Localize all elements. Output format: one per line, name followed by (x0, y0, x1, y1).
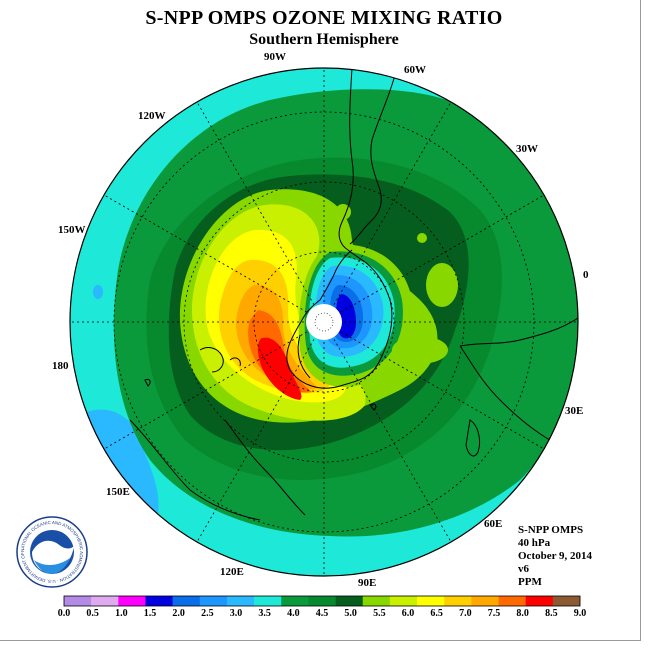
colorbar-tick-label: 0.0 (57, 608, 71, 619)
lon-label-90e: 90E (358, 577, 377, 589)
pole-ring (314, 312, 334, 332)
colorbar-swatch (172, 596, 201, 606)
pole-no-data (306, 304, 342, 340)
colorbar-swatch (254, 596, 282, 606)
lon-label-30e: 30E (565, 405, 584, 417)
colorbar-tick-label: 2.5 (201, 608, 214, 619)
colorbar-tick-label: 3.5 (258, 608, 271, 619)
colorbar-swatch (199, 596, 228, 606)
colorbar-tick-label: 9.0 (573, 608, 587, 619)
colorbar-tick-label: 6.5 (430, 608, 443, 619)
colorbar-swatch (308, 596, 336, 606)
noaa-logo: NOAA NATIONAL OCEANIC AND ATMOSPHERIC AD… (16, 516, 88, 588)
lime-blob-small (417, 233, 427, 243)
lon-label-180: 180 (52, 360, 69, 372)
colorbar-tick-label: 7.0 (459, 608, 472, 619)
info-block: S-NPP OMPS 40 hPa October 9, 2014 v6 PPM (518, 524, 592, 589)
colorbar-swatch (145, 596, 173, 606)
info-units: PPM (518, 576, 542, 588)
colorbar-swatch (525, 596, 554, 606)
colorbar-tick-label: 8.5 (545, 608, 558, 619)
colorbar-tick-label: 3.0 (229, 608, 243, 619)
colorbar-swatch (118, 596, 146, 606)
colorbar-swatch (498, 596, 526, 606)
lon-label-60e: 60E (484, 518, 503, 530)
info-date: October 9, 2014 (518, 550, 593, 562)
ozone-field (70, 68, 578, 576)
colorbar-swatch (335, 596, 364, 606)
colorbar-tick-label: 8.0 (516, 608, 529, 619)
map-title: S-NPP OMPS OZONE MIXING RATIO (145, 7, 503, 29)
map-border (69, 67, 579, 577)
colorbar-swatch (471, 596, 499, 606)
lime-blob-southeast (392, 336, 448, 364)
colorbar-tick-label: 4.5 (315, 608, 329, 619)
lon-label-120w: 120W (138, 110, 166, 122)
colorbar-swatch (64, 596, 92, 606)
band-8-5 (257, 337, 302, 400)
colorbar-swatch (444, 596, 472, 606)
figure-frame (0, 0, 641, 641)
colorbar-tick-label: 6.0 (401, 608, 415, 619)
colorbar-outline (63, 595, 581, 607)
logo-text: NOAA (37, 548, 66, 559)
colorbar-swatch (226, 596, 255, 606)
lon-label-90w: 90W (264, 51, 286, 63)
colorbar-swatch (389, 596, 418, 606)
colorbar-tick-label: 2.0 (172, 608, 185, 619)
colorbar-tick-label: 1.0 (115, 608, 128, 619)
colorbar-swatch (362, 596, 391, 606)
colorbar-tick-label: 1.5 (143, 608, 157, 619)
lon-label-150w: 150W (58, 224, 86, 236)
info-instrument: S-NPP OMPS (518, 524, 584, 536)
map-subtitle: Southern Hemisphere (249, 31, 399, 48)
info-version: v6 (518, 563, 529, 575)
blue-blob-west (93, 285, 103, 299)
info-level: 40 hPa (518, 537, 551, 549)
lon-label-60w: 60W (404, 64, 426, 76)
colorbar-swatch (91, 596, 119, 606)
lon-label-150e: 150E (106, 486, 130, 498)
lon-label-30w: 30W (516, 143, 538, 155)
colorbar-tick-label: 7.5 (487, 608, 501, 619)
lime-blob-east (426, 263, 458, 307)
lon-label-120e: 120E (220, 566, 244, 578)
colorbar (63, 595, 581, 607)
lime-blob-north (335, 204, 351, 220)
graticule (70, 68, 578, 576)
colorbar-tick-label: 5.5 (373, 608, 386, 619)
colorbar-tick-label: 5.0 (344, 608, 357, 619)
colorbar-swatch (281, 596, 309, 606)
colorbar-tick-label: 0.5 (86, 608, 99, 619)
colorbar-swatch (417, 596, 445, 606)
colorbar-swatch (552, 596, 581, 606)
colorbar-tick-label: 4.0 (287, 608, 300, 619)
lon-label-0: 0 (583, 269, 589, 281)
